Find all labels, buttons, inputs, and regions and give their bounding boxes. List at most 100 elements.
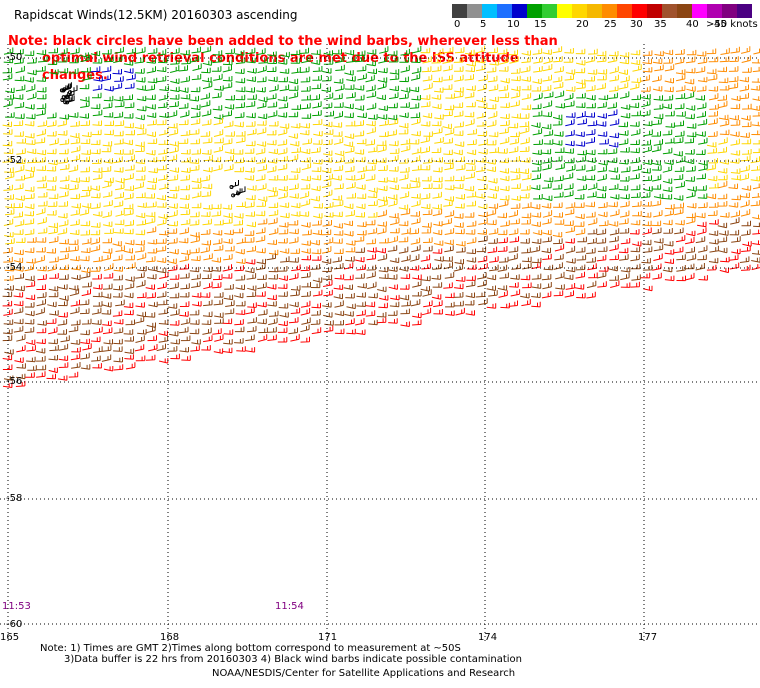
wind-barb <box>400 308 410 315</box>
wind-barb <box>291 104 301 110</box>
wind-barb <box>212 56 222 64</box>
wind-barb <box>718 77 729 84</box>
wind-barb <box>630 147 640 154</box>
wind-barb <box>740 155 751 162</box>
wind-barb <box>178 237 189 244</box>
wind-barb <box>81 185 92 192</box>
wind-barb <box>411 199 421 208</box>
wind-barb <box>24 186 35 192</box>
wind-barb <box>311 166 322 173</box>
wind-barb <box>554 90 565 99</box>
wind-barb <box>310 94 320 101</box>
wind-barb <box>202 60 212 66</box>
wind-barb <box>411 45 422 54</box>
wind-barb <box>522 282 532 289</box>
wind-barb <box>751 262 760 271</box>
wind-barb <box>632 201 642 208</box>
wind-barb <box>552 46 563 54</box>
wind-barb <box>719 230 729 236</box>
wind-barb <box>71 274 81 281</box>
wind-barb <box>236 346 246 352</box>
wind-barb <box>640 74 650 82</box>
wind-barb <box>630 246 641 253</box>
legend-swatch-3 <box>497 4 512 18</box>
wind-barb <box>632 64 642 72</box>
wind-barb <box>279 123 290 129</box>
wind-barb <box>752 96 760 101</box>
wind-barb <box>68 285 79 291</box>
wind-barb <box>246 194 256 201</box>
wind-barb <box>113 327 124 334</box>
wind-barb <box>112 241 122 247</box>
wind-barb <box>508 246 519 253</box>
wind-barb <box>674 130 685 137</box>
wind-barb <box>629 102 640 109</box>
wind-barb <box>729 262 740 270</box>
wind-barb <box>642 67 653 73</box>
wind-barb <box>379 295 389 301</box>
wind-barb <box>443 282 453 289</box>
wind-barb <box>158 174 168 181</box>
wind-barb <box>3 256 13 263</box>
wind-barb <box>235 68 245 74</box>
wind-barb <box>268 190 278 198</box>
wind-barb <box>48 236 59 244</box>
wind-barb <box>156 194 166 201</box>
wind-barb <box>322 266 332 273</box>
contaminated-barb <box>62 93 70 101</box>
wind-barb <box>123 139 133 146</box>
wind-barb <box>651 131 661 137</box>
wind-barb <box>245 47 256 55</box>
wind-barb <box>234 157 244 164</box>
wind-barb <box>82 73 92 81</box>
wind-barb <box>652 165 662 171</box>
wind-barb <box>93 346 103 353</box>
wind-barb <box>696 131 706 137</box>
wind-barb <box>2 354 13 361</box>
wind-barb <box>299 211 310 217</box>
wind-barb <box>696 149 706 155</box>
wind-barb <box>346 192 356 199</box>
wind-barb <box>543 176 554 183</box>
wind-barb <box>15 84 26 92</box>
wind-barb <box>179 110 190 118</box>
wind-barb <box>466 85 476 91</box>
wind-barbs <box>2 45 760 388</box>
wind-barb <box>422 222 432 228</box>
lon-label-171: 171 <box>318 632 338 643</box>
wind-barb <box>57 130 68 136</box>
legend-swatch-14 <box>662 4 677 18</box>
wind-barb <box>630 173 640 180</box>
wind-barb <box>607 157 618 164</box>
contamination-circle <box>236 191 240 196</box>
wind-barb <box>686 165 696 172</box>
wind-barb <box>542 64 553 72</box>
wind-barb <box>333 230 344 236</box>
wind-barb <box>135 272 145 279</box>
wind-barb <box>277 336 288 343</box>
wind-barb <box>575 271 585 279</box>
wind-barb <box>477 130 488 137</box>
wind-barb <box>576 111 586 119</box>
wind-barb <box>742 67 752 73</box>
wind-barb <box>433 309 443 315</box>
wind-barb <box>740 199 750 208</box>
wind-barb <box>236 258 246 264</box>
wind-barb <box>563 172 574 180</box>
wind-barb <box>101 74 111 82</box>
time-label-center: 11:54 <box>275 601 304 612</box>
wind-barb <box>466 220 477 227</box>
wind-barb <box>71 264 81 271</box>
wind-barb <box>379 237 389 244</box>
wind-barb <box>255 174 266 182</box>
wind-barb <box>48 291 59 298</box>
wind-barb <box>739 256 750 263</box>
wind-barb <box>27 92 37 100</box>
wind-barb <box>741 121 752 128</box>
wind-barb <box>530 204 541 210</box>
wind-barb <box>486 285 496 291</box>
wind-barb <box>533 92 543 101</box>
wind-barb <box>301 222 311 228</box>
wind-barb <box>752 214 760 220</box>
wind-barb <box>444 104 455 111</box>
